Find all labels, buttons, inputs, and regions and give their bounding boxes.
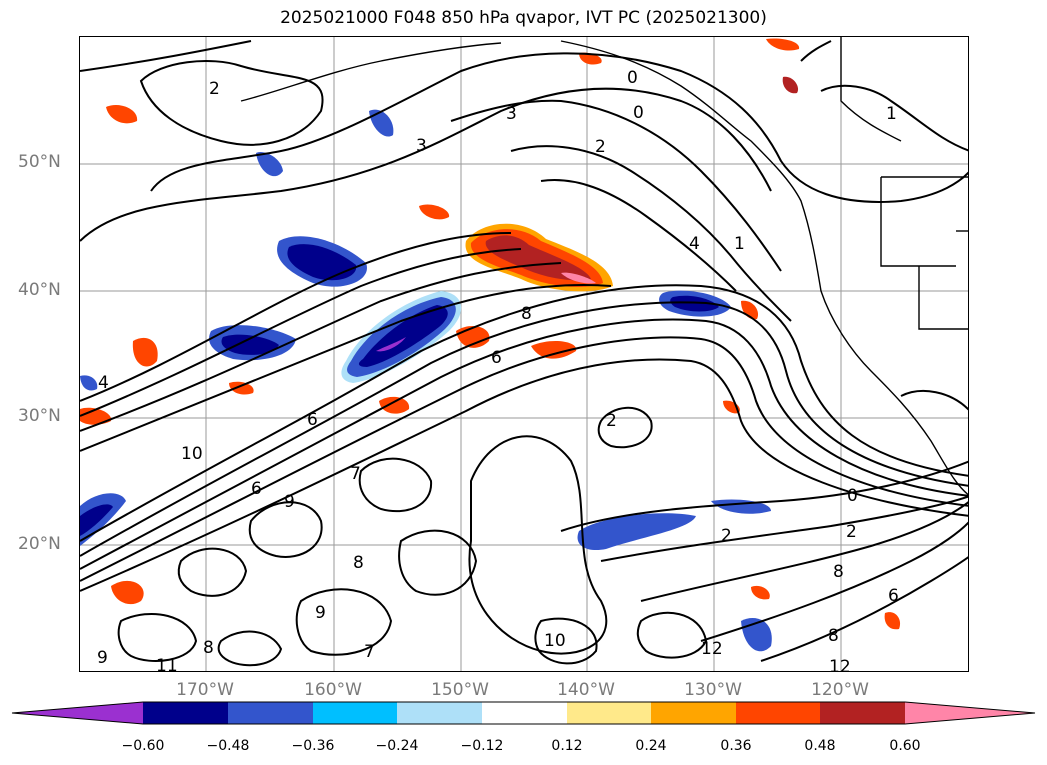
contour-label: 8	[828, 626, 839, 646]
contour-label: 12	[829, 657, 851, 672]
contour-label: 9	[315, 603, 326, 623]
colorbar-segment	[651, 702, 736, 724]
contour-label: 10	[181, 444, 203, 464]
colorbar-segment	[736, 702, 820, 724]
contour-label: 0	[633, 103, 644, 123]
contour-label: 1	[886, 104, 897, 124]
lon-label-150w: 150°W	[431, 680, 489, 700]
colorbar-segment	[313, 702, 397, 724]
colorbar-tick: −0.36	[291, 738, 335, 754]
contour-label: 11	[156, 656, 178, 672]
map-panel: 2 3 3 0 0 2 1 1 4 8 6 10 2 0 2 4 2 9 6 7…	[79, 36, 969, 672]
colorbar-extend-high	[905, 702, 1035, 724]
colorbar-segment	[228, 702, 313, 724]
colorbar-tick: −0.12	[460, 738, 504, 754]
colorbar-extend-low	[12, 702, 143, 724]
contour-label: 4	[98, 373, 109, 393]
lon-label-170w: 170°W	[176, 680, 234, 700]
lon-label-160w: 160°W	[304, 680, 362, 700]
contour-label: 2	[209, 79, 220, 99]
contour-label: 8	[833, 562, 844, 582]
colorbar-tick: 0.12	[551, 738, 583, 754]
contour-label: 9	[97, 648, 108, 668]
colorbar-segment	[820, 702, 905, 724]
colorbar-tick: −0.60	[121, 738, 165, 754]
contour-label: 6	[888, 586, 899, 606]
contour-labels: 2 3 3 0 0 2 1 1 4 8 6 10 2 0 2 4 2 9 6 7…	[97, 68, 899, 672]
contour-label: 4	[689, 234, 700, 254]
contour-label: 2	[721, 526, 732, 546]
colorbar-tick: 0.48	[804, 738, 836, 754]
coastlines	[240, 37, 968, 496]
contour-label: 2	[595, 137, 606, 157]
plot-title: 2025021000 F048 850 hPa qvapor, IVT PC (…	[280, 8, 767, 28]
colorbar-segment	[567, 702, 651, 724]
contour-label: 3	[416, 136, 427, 156]
lon-label-120w: 120°W	[811, 680, 869, 700]
lat-label-40n: 40°N	[18, 280, 61, 300]
contour-label: 7	[350, 464, 361, 484]
ivt-contours	[80, 40, 968, 667]
contour-label: 8	[521, 304, 532, 324]
contour-label: 6	[307, 410, 318, 430]
colorbar-outline	[11, 701, 1036, 725]
colorbar-tick: −0.48	[206, 738, 250, 754]
contour-label: 0	[847, 486, 858, 506]
contour-label: 3	[506, 104, 517, 124]
contour-label: 9	[284, 492, 295, 512]
contour-label: 10	[544, 631, 566, 651]
contour-label: 7	[364, 642, 375, 662]
contour-label: 8	[353, 553, 364, 573]
map-canvas: 2 3 3 0 0 2 1 1 4 8 6 10 2 0 2 4 2 9 6 7…	[80, 37, 968, 672]
contour-label: 2	[606, 411, 617, 431]
colorbar-segment	[143, 702, 228, 724]
colorbar-tick: 0.60	[889, 738, 921, 754]
contour-label: 12	[701, 639, 723, 659]
colorbar-segment	[397, 702, 482, 724]
contour-label: 0	[627, 68, 638, 88]
contour-label: 6	[491, 348, 502, 368]
colorbar-tick: −0.24	[375, 738, 419, 754]
colorbar-tick: 0.36	[720, 738, 752, 754]
colorbar-segment	[482, 702, 567, 724]
lat-label-50n: 50°N	[18, 152, 61, 172]
contour-label: 1	[734, 234, 745, 254]
contour-label: 6	[251, 479, 262, 499]
colorbar	[0, 696, 1047, 736]
lat-label-30n: 30°N	[18, 406, 61, 426]
contour-label: 2	[846, 522, 857, 542]
shaded-field	[80, 38, 901, 652]
lat-label-20n: 20°N	[18, 534, 61, 554]
colorbar-tick: 0.24	[635, 738, 667, 754]
lon-label-130w: 130°W	[684, 680, 742, 700]
contour-label: 8	[203, 638, 214, 658]
lon-label-140w: 140°W	[557, 680, 615, 700]
